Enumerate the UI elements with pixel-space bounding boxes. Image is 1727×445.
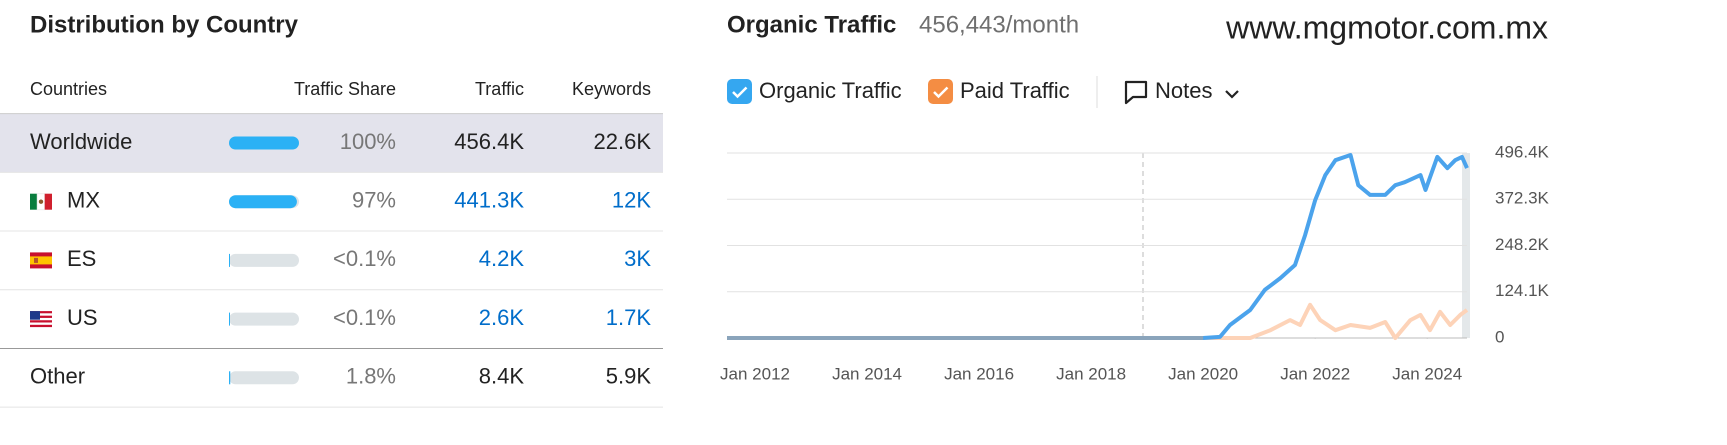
- keywords[interactable]: 3K: [624, 246, 651, 271]
- table-row[interactable]: MX 97% 441.3K 12K: [0, 188, 663, 232]
- legend-organic[interactable]: Organic Traffic: [727, 78, 902, 104]
- chart: 0 124.1K 248.2K 372.3K 496.4K Jan 2012 Jan 201…: [720, 142, 1550, 383]
- traffic-share: <0.1%: [333, 246, 396, 271]
- y-tick-label: 0: [1495, 327, 1504, 346]
- share-bar: [229, 195, 297, 209]
- domain: www.mgmotor.com.mx: [1225, 9, 1548, 45]
- traffic[interactable]: 2.6K: [479, 305, 525, 330]
- y-tick-label: 248.2K: [1495, 235, 1550, 254]
- keywords: 22.6K: [594, 129, 652, 154]
- x-tick-label: Jan 2014: [832, 364, 902, 383]
- table-body: Worldwide 100% 456.4K 22.6K MX 97% 441.3K 12K ES…: [0, 113, 663, 408]
- country: MX: [67, 188, 100, 213]
- checkbox[interactable]: [727, 79, 752, 104]
- notes-button[interactable]: Notes: [1124, 78, 1239, 105]
- checkbox[interactable]: [928, 79, 953, 104]
- chart-title: Organic Traffic: [727, 11, 896, 38]
- x-tick-label: Jan 2018: [1056, 364, 1126, 383]
- check-icon: [732, 86, 748, 99]
- flag: [30, 320, 52, 323]
- x-tick-label: Jan 2022: [1280, 364, 1350, 383]
- flag: [30, 313, 52, 316]
- keywords: 5.9K: [606, 364, 652, 389]
- traffic-share: 1.8%: [346, 364, 396, 389]
- chart-subtitle: 456,443/month: [919, 11, 1079, 38]
- column-header: Traffic: [475, 79, 524, 99]
- traffic[interactable]: 441.3K: [454, 188, 524, 213]
- share-bar: [229, 136, 299, 150]
- legend-label[interactable]: Organic Traffic: [759, 78, 902, 103]
- flag: [30, 317, 52, 321]
- notes-label[interactable]: Notes: [1155, 78, 1212, 103]
- traffic: 456.4K: [454, 129, 524, 154]
- column-header: Traffic Share: [294, 79, 396, 99]
- country: US: [67, 305, 98, 330]
- series-line: [727, 153, 1469, 340]
- traffic: 8.4K: [479, 364, 525, 389]
- share-track: [229, 371, 299, 385]
- column-header: Keywords: [572, 79, 651, 99]
- country: Worldwide: [30, 129, 132, 154]
- keywords[interactable]: 12K: [612, 188, 651, 213]
- country: Other: [30, 364, 85, 389]
- flag: [30, 324, 52, 328]
- legend-label[interactable]: Paid Traffic: [960, 78, 1070, 103]
- traffic[interactable]: 4.2K: [479, 246, 525, 271]
- traffic-share: 97%: [352, 188, 396, 213]
- x-tick-label: Jan 2024: [1392, 364, 1462, 383]
- flag: [30, 322, 52, 325]
- flag: [44, 193, 52, 210]
- share-track: [229, 253, 299, 267]
- table-row[interactable]: Worldwide 100% 456.4K 22.6K: [0, 113, 663, 173]
- flag: [34, 257, 38, 263]
- legend-paid[interactable]: Paid Traffic: [928, 78, 1070, 104]
- series-line: [727, 302, 1469, 340]
- column-header: Countries: [30, 79, 107, 99]
- flag: [30, 193, 38, 210]
- table-row[interactable]: US <0.1% 2.6K 1.7K: [0, 305, 663, 349]
- x-tick-label: Jan 2012: [720, 364, 790, 383]
- table-title: Distribution by Country: [30, 11, 299, 38]
- share-bar: [229, 312, 230, 326]
- share-bar: [229, 253, 230, 267]
- table-row[interactable]: Other 1.8% 8.4K 5.9K: [0, 364, 663, 408]
- row-highlight: [0, 113, 663, 173]
- x-tick-label: Jan 2020: [1168, 364, 1238, 383]
- traffic-share: 100%: [340, 129, 396, 154]
- flag: [30, 256, 52, 265]
- traffic-share: <0.1%: [333, 305, 396, 330]
- y-tick-label: 496.4K: [1495, 142, 1550, 161]
- check-icon: [933, 86, 949, 99]
- flag: [30, 315, 52, 318]
- flag: [30, 311, 40, 320]
- country: ES: [67, 246, 96, 271]
- share-track: [229, 312, 299, 326]
- keywords[interactable]: 1.7K: [606, 305, 652, 330]
- y-tick-label: 372.3K: [1495, 189, 1550, 208]
- x-tick-label: Jan 2016: [944, 364, 1014, 383]
- notes-icon: [1124, 80, 1148, 105]
- chevron: [1225, 90, 1239, 99]
- flag: [30, 311, 52, 314]
- y-tick-label: 124.1K: [1495, 281, 1550, 300]
- share-bar: [229, 371, 231, 385]
- flag: [38, 199, 44, 204]
- table-row[interactable]: ES <0.1% 4.2K 3K: [0, 246, 663, 291]
